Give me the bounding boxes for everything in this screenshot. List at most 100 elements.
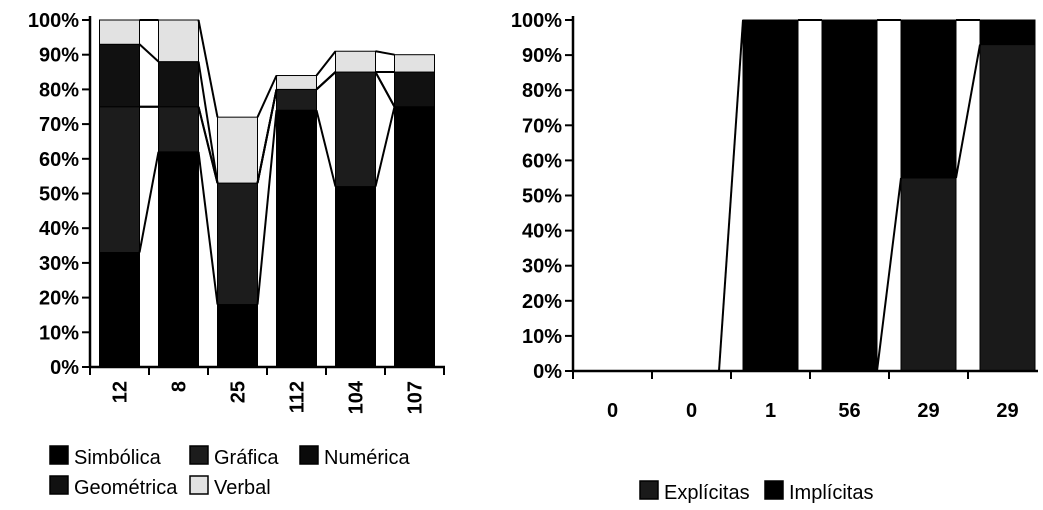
x-tick-label: 29 <box>917 400 939 422</box>
bar-8-gr-fica <box>158 106 199 153</box>
x-tick-label: 8 <box>169 381 191 392</box>
legend-label: Explícitas <box>664 482 750 504</box>
bar-1-impl-citas <box>742 19 799 372</box>
chart-1: 0%10%20%30%40%50%60%70%80%90%100% 12 8 25 1… <box>28 10 445 499</box>
y-tick-label: 90% <box>39 45 79 67</box>
chart-1-y-tick-labels: 0% 10% 20% 30% 40% 50% 60% 70% 80% 90% 100% <box>28 10 79 379</box>
x-tick-label: 0 <box>686 400 697 422</box>
bar-112-gr-fica <box>276 88 317 111</box>
legend-swatch <box>639 480 659 500</box>
bar-8-verbal <box>158 19 199 63</box>
y-tick-label: 10% <box>39 322 79 344</box>
y-tick-label: 90% <box>522 45 562 67</box>
legend-label: Verbal <box>214 477 271 499</box>
x-tick-label: 25 <box>228 381 250 403</box>
x-tick-label: 29 <box>996 400 1018 422</box>
x-tick-label: 0 <box>607 400 618 422</box>
legend-label: Geométrica <box>74 477 178 499</box>
bar-112-verbal <box>276 75 317 90</box>
chart-1-axes <box>82 16 445 375</box>
chart-2-legend: Explícitas Implícitas <box>639 480 873 504</box>
x-tick-label: 56 <box>838 400 860 422</box>
bar-107-geom-trica <box>394 71 435 108</box>
series-line-impl-citas <box>718 19 744 372</box>
y-tick-label: 50% <box>522 186 562 208</box>
series-line-num-rica <box>374 71 396 108</box>
y-tick-label: 0% <box>50 357 79 379</box>
legend-swatch <box>189 475 209 495</box>
legend-swatch <box>189 445 209 465</box>
x-tick-label: 1 <box>765 400 776 422</box>
x-tick-label: 12 <box>110 381 132 403</box>
bar-29-impl-citas <box>900 19 957 179</box>
x-tick-label: 104 <box>346 380 368 414</box>
bar-12-simb-lica <box>99 251 140 368</box>
bar-8-geom-trica <box>158 61 199 108</box>
x-tick-label: 112 <box>287 381 309 413</box>
bar-104-verbal <box>335 50 376 73</box>
chart-2-x-tick-labels: 0 0 1 56 29 29 <box>607 400 1019 422</box>
y-tick-label: 100% <box>28 10 79 32</box>
y-tick-label: 80% <box>39 79 79 101</box>
legend-label: Numérica <box>324 447 410 469</box>
bar-29-expl-citas <box>900 177 957 372</box>
bar-12-verbal <box>99 19 140 45</box>
bar-25-simb-lica <box>217 304 258 368</box>
series-line-num-rica <box>197 106 219 184</box>
legend-swatch <box>49 475 69 495</box>
chart-2-y-tick-labels: 0% 10% 20% 30% 40% 50% 60% 70% 80% 90% 100% <box>511 10 562 383</box>
chart-1-bars <box>99 19 435 368</box>
y-tick-label: 40% <box>522 221 562 243</box>
legend-label: Gráfica <box>214 447 279 469</box>
chart-2: 0% 10% 20% 30% 40% 50% 60% 70% 80% 90% 100% 0 0 1 56 2… <box>511 10 1038 504</box>
bar-107-simb-lica <box>394 106 435 368</box>
y-tick-label: 20% <box>39 288 79 310</box>
bar-25-verbal <box>217 116 258 184</box>
chart-2-axes <box>565 16 1038 379</box>
y-tick-label: 40% <box>39 218 79 240</box>
chart-1-x-tick-labels: 12 8 25 112 104 107 <box>110 380 427 414</box>
series-line-expl-citas <box>876 177 902 372</box>
bar-12-gr-fica <box>99 106 140 253</box>
chart-1-legend: Simbólica Gráfica Numérica Geométrica Verbal <box>49 445 410 499</box>
bar-107-verbal <box>394 54 435 73</box>
legend-swatch <box>49 445 69 465</box>
bar-29-expl-citas <box>979 44 1036 372</box>
bar-56-impl-citas <box>821 19 878 372</box>
y-tick-label: 0% <box>533 361 562 383</box>
y-tick-label: 30% <box>39 253 79 275</box>
series-line-simb-lica <box>197 151 219 305</box>
bar-112-simb-lica <box>276 109 317 368</box>
legend-swatch <box>299 445 319 465</box>
series-line-geom-trica <box>197 61 219 184</box>
bar-8-simb-lica <box>158 151 199 368</box>
bar-12-geom-trica <box>99 43 140 108</box>
x-tick-label: 107 <box>405 381 427 414</box>
chart-2-bars <box>640 19 1036 372</box>
series-line-verbal <box>315 50 337 77</box>
series-line-verbal <box>375 50 395 56</box>
y-tick-label: 30% <box>522 256 562 278</box>
series-line-simb-lica <box>138 151 160 253</box>
series-line-verbal <box>256 75 278 118</box>
y-tick-label: 70% <box>39 114 79 136</box>
y-tick-label: 10% <box>522 326 562 348</box>
legend-label: Implícitas <box>789 482 873 504</box>
series-line-simb-lica <box>315 109 337 187</box>
series-line-expl-citas <box>955 44 981 179</box>
bar-25-gr-fica <box>217 182 258 306</box>
bar-104-simb-lica <box>335 186 376 368</box>
series-line-simb-lica <box>256 110 278 305</box>
series-line-geom-trica <box>256 89 278 184</box>
series-line-geom-trica <box>315 71 337 91</box>
y-tick-label: 60% <box>522 150 562 172</box>
y-tick-label: 70% <box>522 115 562 137</box>
legend-swatch <box>764 480 784 500</box>
bar-104-gr-fica <box>335 71 376 188</box>
series-line-simb-lica <box>374 106 396 187</box>
legend-label: Simbólica <box>74 447 162 469</box>
y-tick-label: 60% <box>39 149 79 171</box>
y-tick-label: 100% <box>511 10 562 32</box>
series-line-verbal <box>197 19 219 118</box>
